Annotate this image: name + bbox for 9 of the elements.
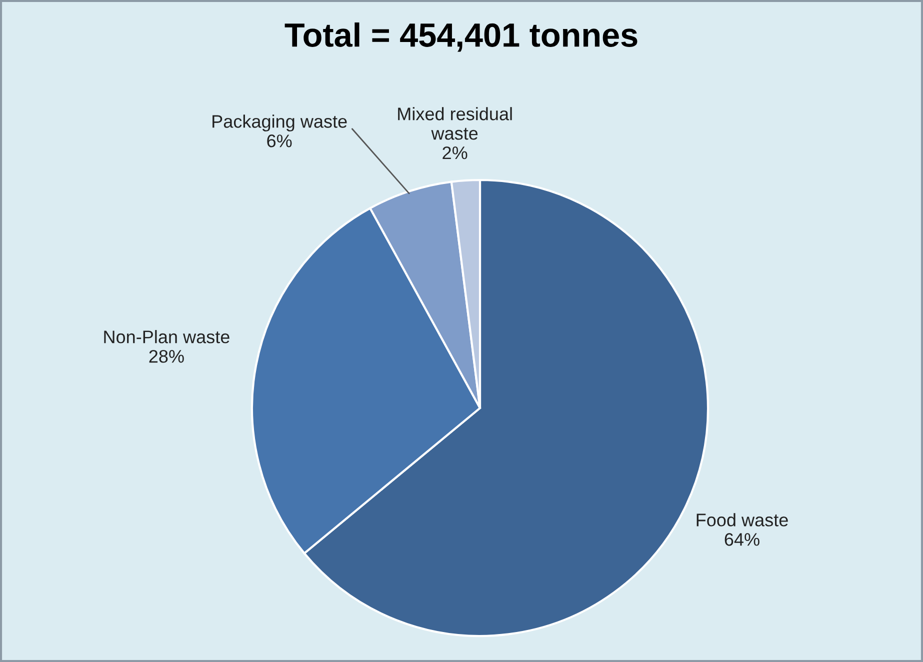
- slice-label: Non-Plan waste: [104, 330, 230, 344]
- data-label: 28%: [149, 350, 184, 363]
- slice-label: Mixed residual waste: [398, 107, 512, 140]
- data-label: 64%: [724, 533, 760, 546]
- data-label: 2%: [442, 146, 468, 160]
- slice-label: Packaging waste: [212, 114, 347, 132]
- data-label: 6%: [267, 134, 292, 148]
- slice-label: Food waste: [696, 513, 788, 526]
- chart-title: Total = 454,401 tonnes: [284, 22, 638, 52]
